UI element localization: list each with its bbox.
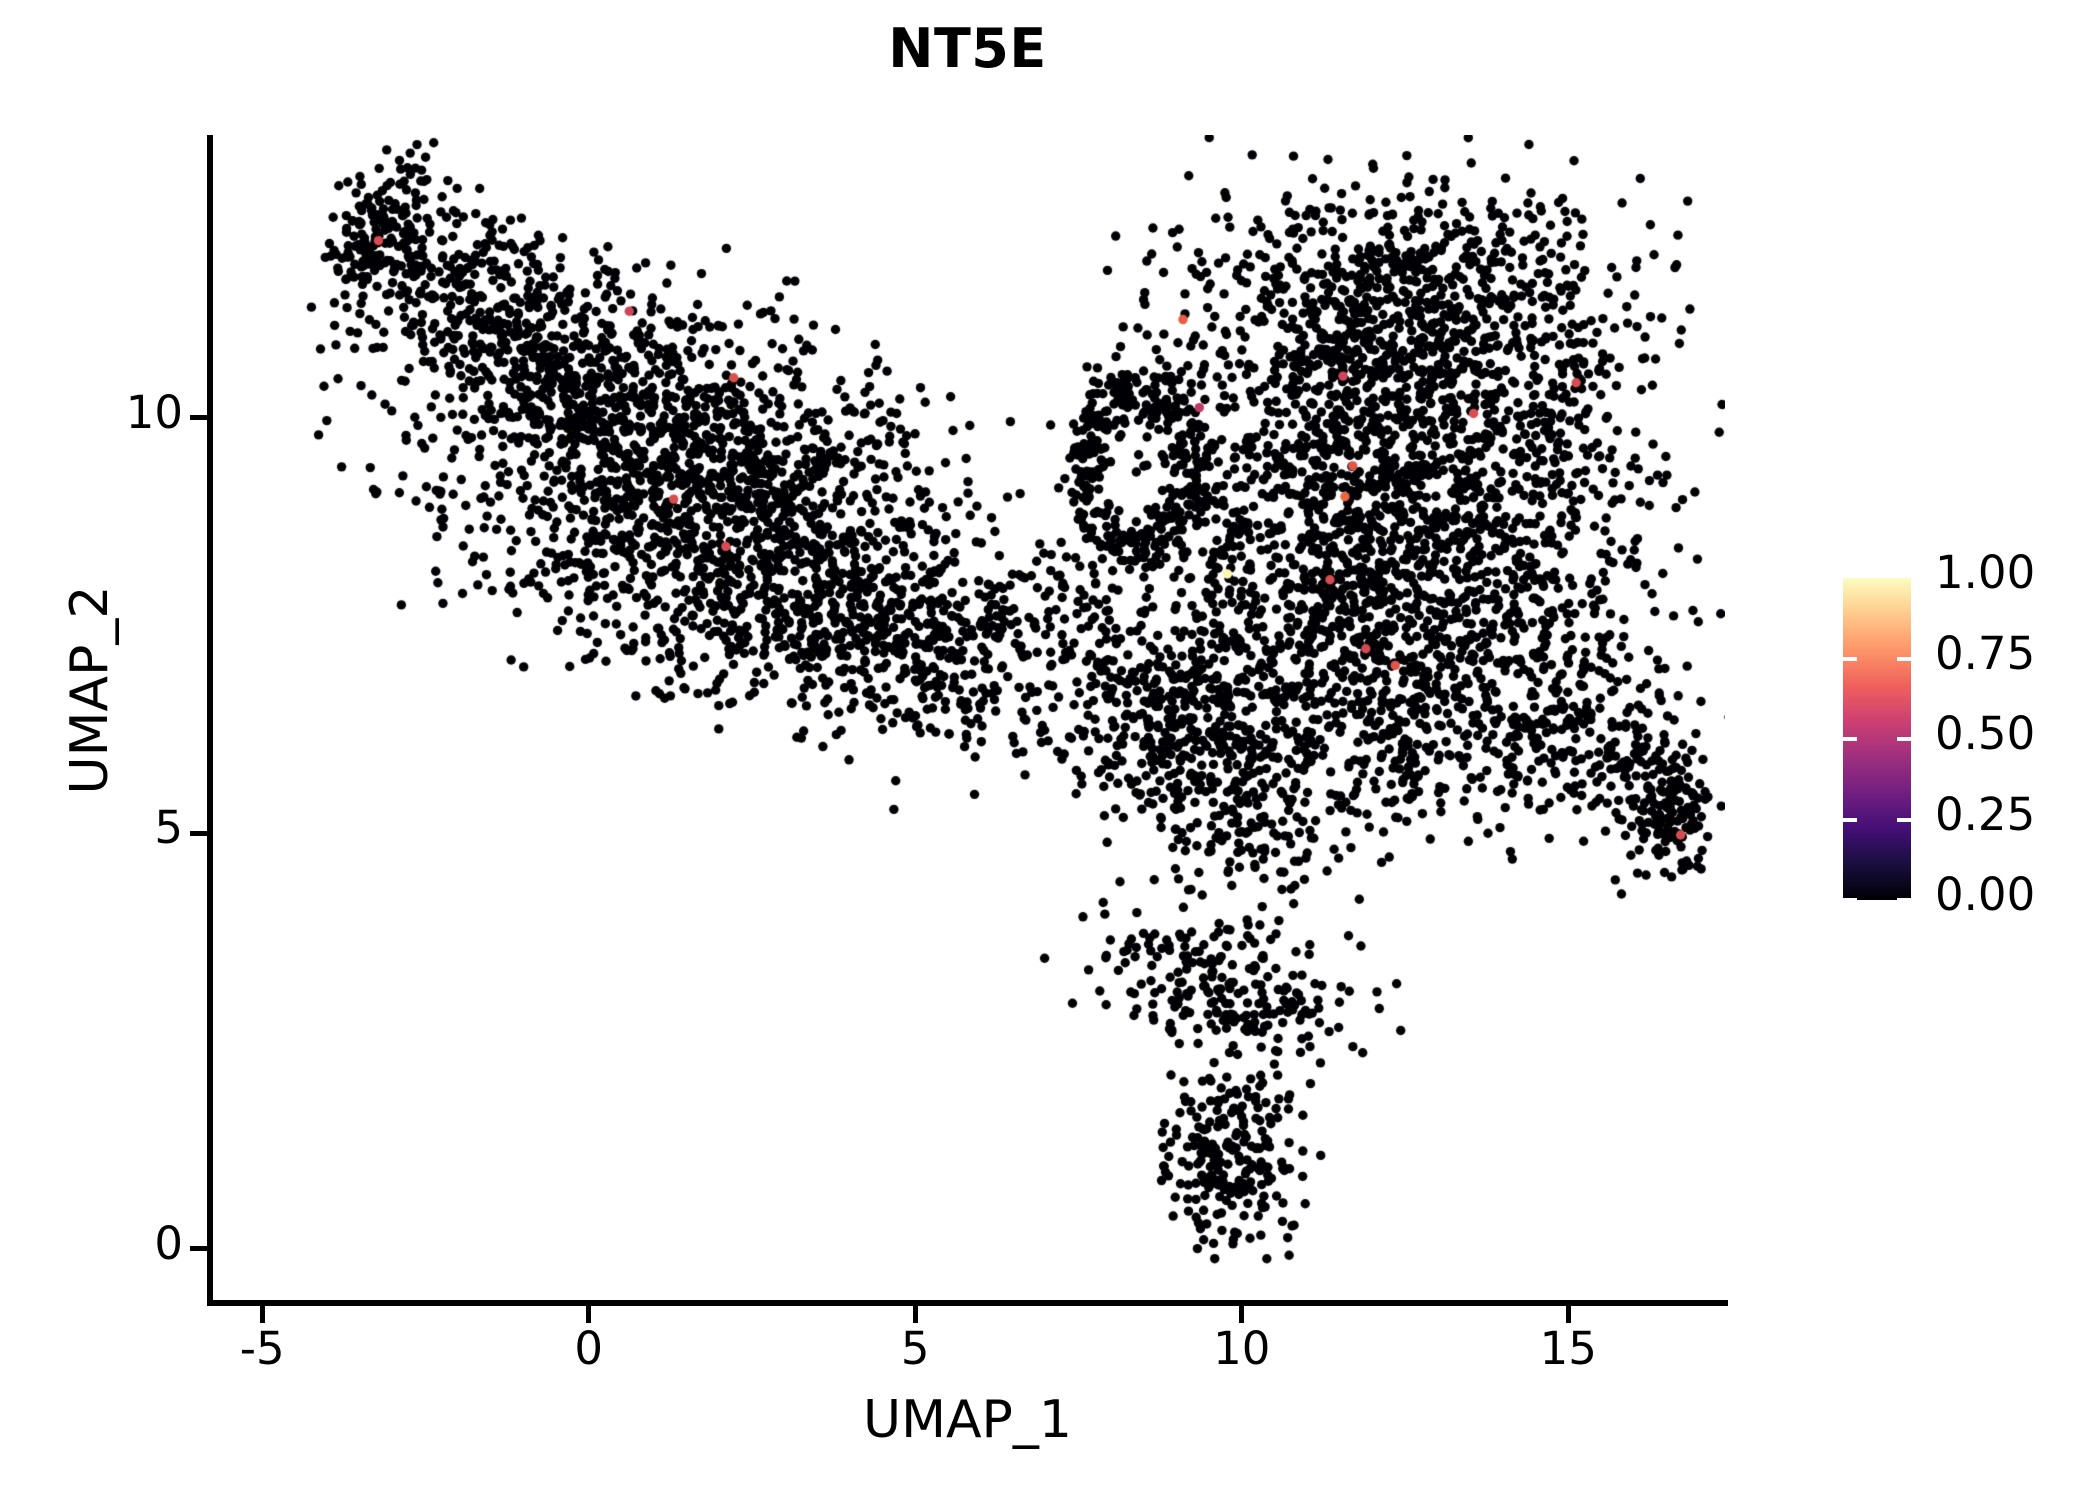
- x-tick-label: 5: [900, 1322, 930, 1375]
- page-title: NT5E: [888, 17, 1047, 80]
- colorbar-tick-label: 0.25: [1935, 787, 2036, 841]
- y-tick-mark: [190, 1246, 207, 1252]
- y-tick-label: 0: [154, 1216, 183, 1270]
- y-tick-mark: [190, 830, 207, 836]
- colorbar-tick-mark: [1897, 737, 1911, 741]
- y-axis-spine: [207, 135, 213, 1306]
- y-tick-label: 10: [125, 385, 183, 439]
- x-axis-label: UMAP_1: [863, 1390, 1072, 1450]
- colorbar-tick-mark: [1897, 898, 1911, 902]
- y-tick-mark: [190, 415, 207, 421]
- x-tick-label: 15: [1539, 1322, 1597, 1375]
- x-tick-mark: [259, 1306, 265, 1323]
- colorbar-tick-mark: [1843, 898, 1857, 902]
- colorbar-tick-label: 0.00: [1935, 868, 2036, 921]
- y-tick-label: 5: [154, 801, 183, 855]
- colorbar-tick-mark: [1897, 817, 1911, 822]
- scatter-plot-area[interactable]: [210, 135, 1725, 1303]
- umap-scatter-canvas[interactable]: [210, 135, 1725, 1303]
- colorbar-gradient: [1843, 578, 1911, 902]
- colorbar-tick-label: 0.75: [1935, 626, 2036, 680]
- x-tick-label: -5: [239, 1322, 285, 1375]
- x-tick-mark: [1239, 1306, 1245, 1323]
- colorbar-tick-label: 0.50: [1935, 707, 2036, 760]
- x-tick-label: 10: [1213, 1322, 1271, 1375]
- x-tick-mark: [912, 1306, 918, 1323]
- colorbar-tick-label: 1.00: [1935, 546, 2036, 599]
- y-axis-label: UMAP_2: [60, 585, 120, 795]
- x-tick-mark: [1565, 1306, 1571, 1323]
- colorbar-tick-mark: [1843, 656, 1857, 661]
- x-tick-label: 0: [574, 1322, 604, 1375]
- colorbar-tick-mark: [1843, 737, 1857, 741]
- x-tick-mark: [586, 1306, 592, 1323]
- colorbar-tick-mark: [1843, 817, 1857, 822]
- colorbar-tick-mark: [1897, 656, 1911, 661]
- x-axis-spine: [207, 1300, 1728, 1306]
